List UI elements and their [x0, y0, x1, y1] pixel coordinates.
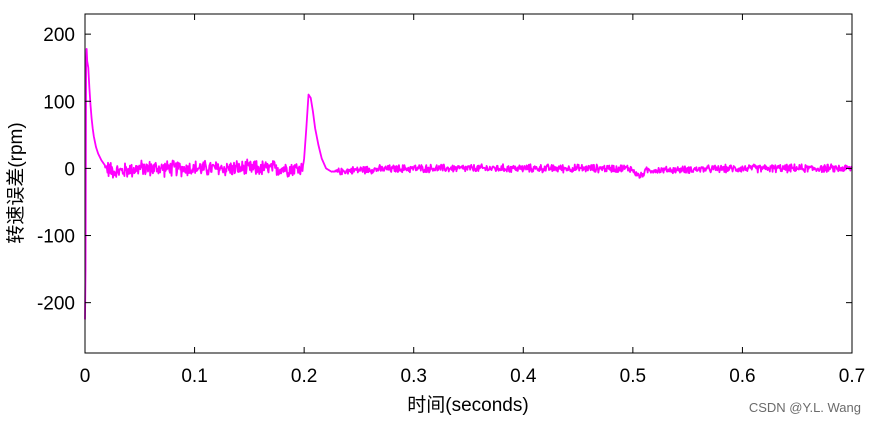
x-tick-label: 0.7 — [839, 366, 865, 387]
x-tick-label: 0.3 — [401, 366, 427, 387]
x-axis-label: 时间(seconds) — [407, 394, 528, 416]
x-tick-label: 0.1 — [181, 366, 207, 387]
watermark: CSDN @Y.L. Wang — [748, 400, 861, 415]
x-tick-label: 0 — [80, 366, 91, 387]
series-line — [84, 48, 853, 320]
plot-area — [85, 14, 852, 353]
x-tick-label: 0.2 — [291, 366, 317, 387]
y-tick-label: -100 — [37, 227, 75, 248]
x-tick-label: 0.6 — [729, 366, 755, 387]
data-layer — [84, 48, 853, 320]
x-tick-label: 0.5 — [620, 366, 646, 387]
y-tick-label: 100 — [43, 92, 75, 113]
x-tick-label: 0.4 — [510, 366, 537, 387]
x-ticks: 0 0.1 0.2 0.3 0.4 0.5 0.6 0.7 — [80, 14, 865, 387]
y-tick-label: -200 — [37, 294, 75, 315]
y-ticks: 200 100 0 -100 -200 — [37, 25, 852, 315]
y-axis-label: 转速误差(rpm) — [5, 122, 27, 243]
y-tick-label: 0 — [64, 159, 75, 180]
plot-frame — [84, 13, 853, 354]
y-tick-label: 200 — [43, 25, 75, 46]
